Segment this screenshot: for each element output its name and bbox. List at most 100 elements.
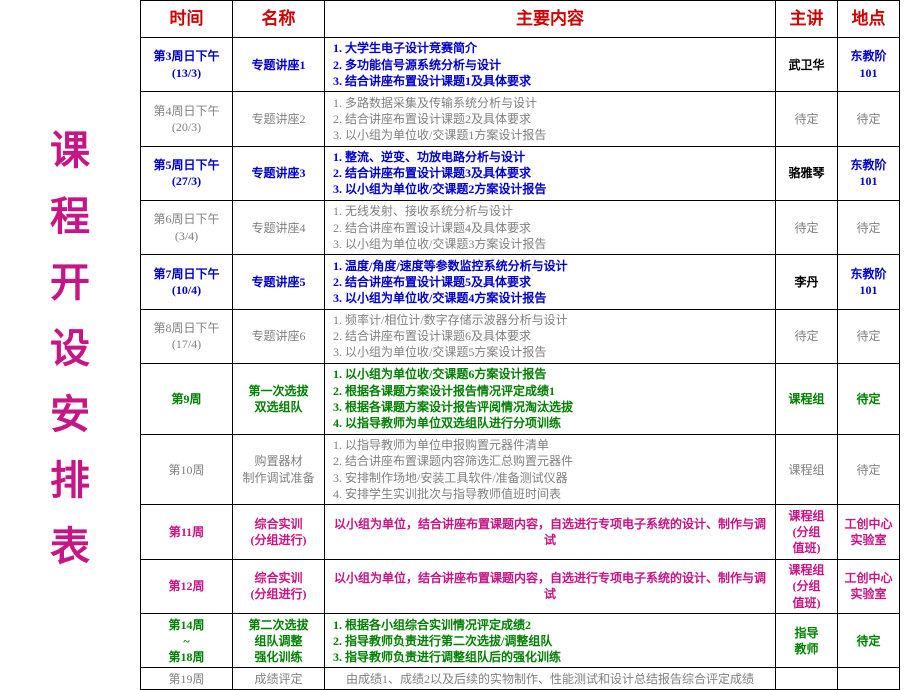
cell-time: 第7周日下午(10/4) xyxy=(141,255,233,309)
content-list-item: 结合讲座布置课题内容筛选汇总购置元器件 xyxy=(345,453,771,469)
content-list-item: 指导教师负责进行第二次选拔/调整组队 xyxy=(345,633,771,649)
cell-name: 专题讲座2 xyxy=(233,92,325,146)
content-list-item: 温度/角度/速度等参数监控系统分析与设计 xyxy=(345,258,771,274)
cell-name: 专题讲座1 xyxy=(233,38,325,92)
cell-time: 第11周 xyxy=(141,505,233,559)
cell-location: 东教阶101 xyxy=(838,255,900,309)
cell-location: 待定 xyxy=(838,200,900,254)
content-text: 以小组为单位，结合讲座布置课题内容，自选进行专项电子系统的设计、制作与调试 xyxy=(329,570,771,602)
content-list-item: 整流、逆变、功放电路分析与设计 xyxy=(345,149,771,165)
content-list-item: 结合讲座布置设计课题5及具体要求 xyxy=(345,274,771,290)
content-list-item: 以小组为单位收/交课题5方案设计报告 xyxy=(345,344,771,360)
page-title-char: 表 xyxy=(50,514,90,572)
cell-name: 专题讲座6 xyxy=(233,309,325,363)
content-list-item: 安排制作场地/安装工具软件/准备测试仪器 xyxy=(345,470,771,486)
cell-time: 第8周日下午(17/4) xyxy=(141,309,233,363)
table-row: 第14周~第18周第二次选拔组队调整强化训练根据各小组综合实训情况评定成绩2指导… xyxy=(141,614,900,668)
content-list-item: 以小组为单位收/交课题3方案设计报告 xyxy=(345,236,771,252)
cell-content: 以指导教师为单位申报购置元器件清单结合讲座布置课题内容筛选汇总购置元器件安排制作… xyxy=(325,434,776,505)
cell-content: 温度/角度/速度等参数监控系统分析与设计结合讲座布置设计课题5及具体要求以小组为… xyxy=(325,255,776,309)
cell-lecturer: 待定 xyxy=(776,92,838,146)
schedule-table: 时间 名称 主要内容 主讲 地点 第3周日下午(13/3)专题讲座1大学生电子设… xyxy=(140,0,900,690)
page-title-char: 开 xyxy=(50,250,90,308)
table-row: 第3周日下午(13/3)专题讲座1大学生电子设计竞赛简介多功能信号源系统分析与设… xyxy=(141,38,900,92)
cell-lecturer: 武卫华 xyxy=(776,38,838,92)
header-lecturer: 主讲 xyxy=(776,1,838,38)
cell-name: 专题讲座4 xyxy=(233,200,325,254)
header-content: 主要内容 xyxy=(325,1,776,38)
page-title-char: 程 xyxy=(50,184,90,242)
content-list-item: 以小组为单位收/交课题6方案设计报告 xyxy=(345,366,771,382)
table-row: 第8周日下午(17/4)专题讲座6频率计/相位计/数字存储示波器分析与设计结合讲… xyxy=(141,309,900,363)
table-row: 第12周综合实训(分组进行)以小组为单位，结合讲座布置课题内容，自选进行专项电子… xyxy=(141,559,900,613)
cell-content: 多路数据采集及传输系统分析与设计结合讲座布置设计课题2及具体要求以小组为单位收/… xyxy=(325,92,776,146)
cell-lecturer: 李丹 xyxy=(776,255,838,309)
cell-content: 频率计/相位计/数字存储示波器分析与设计结合讲座布置设计课题6及具体要求以小组为… xyxy=(325,309,776,363)
content-list-item: 以指导教师为单位双选组队进行分项训练 xyxy=(345,415,771,431)
cell-content: 无线发射、接收系统分析与设计结合讲座布置设计课题4及具体要求以小组为单位收/交课… xyxy=(325,200,776,254)
cell-time: 第6周日下午(3/4) xyxy=(141,200,233,254)
cell-lecturer xyxy=(776,668,838,690)
cell-content: 大学生电子设计竞赛简介多功能信号源系统分析与设计结合讲座布置设计课题1及具体要求 xyxy=(325,38,776,92)
table-row: 第19周成绩评定由成绩1、成绩2以及后续的实物制作、性能测试和设计总结报告综合评… xyxy=(141,668,900,690)
table-row: 第11周综合实训(分组进行)以小组为单位，结合讲座布置课题内容，自选进行专项电子… xyxy=(141,505,900,559)
cell-time: 第9周 xyxy=(141,363,233,434)
content-list-item: 结合讲座布置设计课题4及具体要求 xyxy=(345,220,771,236)
content-list-item: 以小组为单位收/交课题2方案设计报告 xyxy=(345,181,771,197)
content-list-item: 多功能信号源系统分析与设计 xyxy=(345,57,771,73)
content-list-item: 无线发射、接收系统分析与设计 xyxy=(345,203,771,219)
cell-time: 第5周日下午(27/3) xyxy=(141,146,233,200)
content-list-item: 大学生电子设计竞赛简介 xyxy=(345,40,771,56)
page-title-char: 课 xyxy=(50,118,90,176)
cell-location: 待定 xyxy=(838,434,900,505)
table-row: 第4周日下午(20/3)专题讲座2多路数据采集及传输系统分析与设计结合讲座布置设… xyxy=(141,92,900,146)
content-list-item: 根据各课题方案设计报告评阅情况淘汰选拔 xyxy=(345,399,771,415)
content-list-item: 结合讲座布置设计课题2及具体要求 xyxy=(345,111,771,127)
content-list-item: 以指导教师为单位申报购置元器件清单 xyxy=(345,437,771,453)
cell-time: 第10周 xyxy=(141,434,233,505)
content-list-item: 以小组为单位收/交课题1方案设计报告 xyxy=(345,127,771,143)
cell-content: 整流、逆变、功放电路分析与设计结合讲座布置设计课题3及具体要求以小组为单位收/交… xyxy=(325,146,776,200)
cell-time: 第12周 xyxy=(141,559,233,613)
table-body: 第3周日下午(13/3)专题讲座1大学生电子设计竞赛简介多功能信号源系统分析与设… xyxy=(141,38,900,690)
cell-lecturer: 待定 xyxy=(776,309,838,363)
cell-name: 成绩评定 xyxy=(233,668,325,690)
cell-content: 根据各小组综合实训情况评定成绩2指导教师负责进行第二次选拔/调整组队指导教师负责… xyxy=(325,614,776,668)
cell-name: 购置器材制作调试准备 xyxy=(233,434,325,505)
cell-name: 专题讲座3 xyxy=(233,146,325,200)
header-time: 时间 xyxy=(141,1,233,38)
cell-name: 第二次选拔组队调整强化训练 xyxy=(233,614,325,668)
content-list-item: 频率计/相位计/数字存储示波器分析与设计 xyxy=(345,312,771,328)
cell-name: 综合实训(分组进行) xyxy=(233,505,325,559)
cell-location: 待定 xyxy=(838,614,900,668)
cell-content: 以小组为单位收/交课题6方案设计报告根据各课题方案设计报告情况评定成绩1根据各课… xyxy=(325,363,776,434)
content-list-item: 结合讲座布置设计课题6及具体要求 xyxy=(345,328,771,344)
cell-time: 第3周日下午(13/3) xyxy=(141,38,233,92)
table-row: 第9周第一次选拔双选组队以小组为单位收/交课题6方案设计报告根据各课题方案设计报… xyxy=(141,363,900,434)
table-row: 第7周日下午(10/4)专题讲座5温度/角度/速度等参数监控系统分析与设计结合讲… xyxy=(141,255,900,309)
table-row: 第6周日下午(3/4)专题讲座4无线发射、接收系统分析与设计结合讲座布置设计课题… xyxy=(141,200,900,254)
header-location: 地点 xyxy=(838,1,900,38)
content-text: 由成绩1、成绩2以及后续的实物制作、性能测试和设计总结报告综合评定成绩 xyxy=(329,671,771,687)
content-list-item: 根据各课题方案设计报告情况评定成绩1 xyxy=(345,383,771,399)
cell-time: 第4周日下午(20/3) xyxy=(141,92,233,146)
cell-location: 待定 xyxy=(838,309,900,363)
cell-content: 以小组为单位，结合讲座布置课题内容，自选进行专项电子系统的设计、制作与调试 xyxy=(325,559,776,613)
cell-location: 待定 xyxy=(838,363,900,434)
table-header-row: 时间 名称 主要内容 主讲 地点 xyxy=(141,1,900,38)
cell-time: 第14周~第18周 xyxy=(141,614,233,668)
cell-location xyxy=(838,668,900,690)
page-title-char: 排 xyxy=(50,448,90,506)
cell-name: 第一次选拔双选组队 xyxy=(233,363,325,434)
cell-location: 东教阶101 xyxy=(838,146,900,200)
cell-lecturer: 课程组(分组值班) xyxy=(776,559,838,613)
cell-location: 工创中心实验室 xyxy=(838,505,900,559)
content-list-item: 根据各小组综合实训情况评定成绩2 xyxy=(345,617,771,633)
table-row: 第10周购置器材制作调试准备以指导教师为单位申报购置元器件清单结合讲座布置课题内… xyxy=(141,434,900,505)
cell-lecturer: 课程组(分组值班) xyxy=(776,505,838,559)
cell-lecturer: 骆雅琴 xyxy=(776,146,838,200)
content-list-item: 安排学生实训批次与指导教师值班时间表 xyxy=(345,486,771,502)
page-title-vertical: 课程开设安排表 xyxy=(0,0,140,690)
content-list-item: 以小组为单位收/交课题4方案设计报告 xyxy=(345,290,771,306)
cell-time: 第19周 xyxy=(141,668,233,690)
